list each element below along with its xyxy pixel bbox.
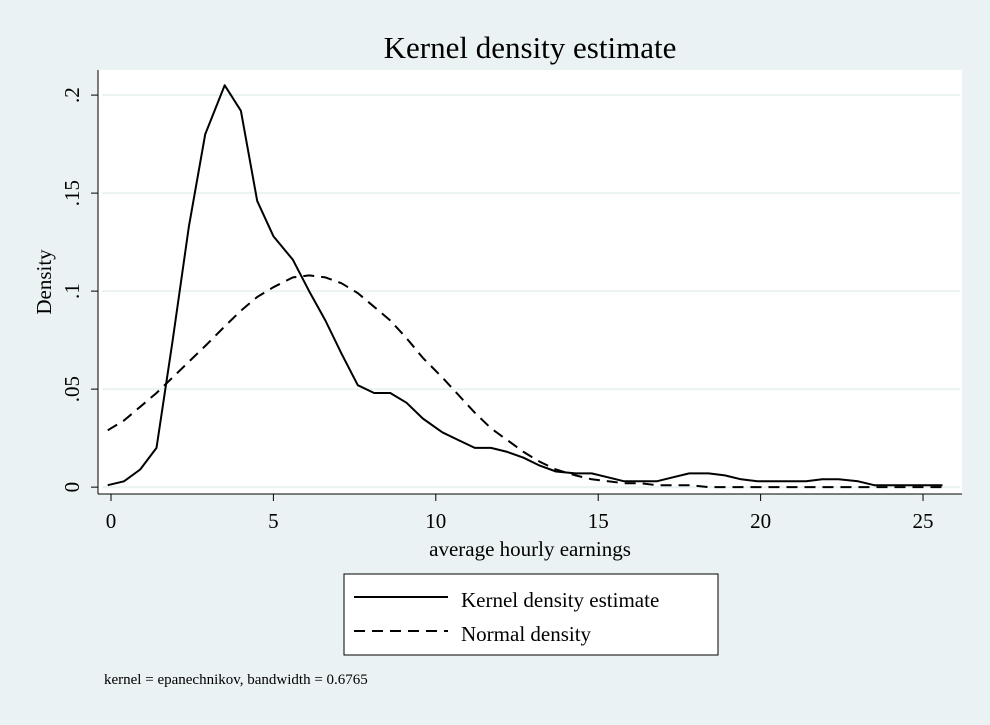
- kernel-note: kernel = epanechnikov, bandwidth = 0.676…: [104, 672, 368, 688]
- x-tick-label: 25: [913, 509, 934, 533]
- x-tick-label: 5: [268, 509, 279, 533]
- legend-label-normal: Normal density: [461, 622, 592, 646]
- y-tick-label: .15: [60, 180, 84, 206]
- y-axis-label: Density: [32, 249, 56, 315]
- x-tick-label: 15: [588, 509, 609, 533]
- x-tick-label: 10: [425, 509, 446, 533]
- chart-title: Kernel density estimate: [384, 30, 677, 65]
- x-tick-label: 20: [750, 509, 771, 533]
- plot-area: [98, 70, 962, 494]
- x-axis-label: average hourly earnings: [429, 537, 631, 561]
- normal-density-line: [107, 274, 943, 489]
- legend: Kernel density estimate Normal density: [343, 573, 719, 656]
- y-tick-label: .2: [60, 87, 84, 103]
- kernel-density-line: [107, 84, 943, 487]
- series-lines: [107, 84, 943, 489]
- y-tick-label: .1: [60, 283, 84, 299]
- gridlines: [102, 94, 960, 489]
- axes: 0 .05 .1 .15 .2 0 5 10 15 20 25: [60, 70, 962, 533]
- legend-label-kernel: Kernel density estimate: [461, 588, 659, 612]
- y-tick-label: 0: [60, 482, 84, 493]
- legend-box: [343, 573, 719, 656]
- x-tick-label: 0: [106, 509, 117, 533]
- y-tick-label: .05: [60, 376, 84, 402]
